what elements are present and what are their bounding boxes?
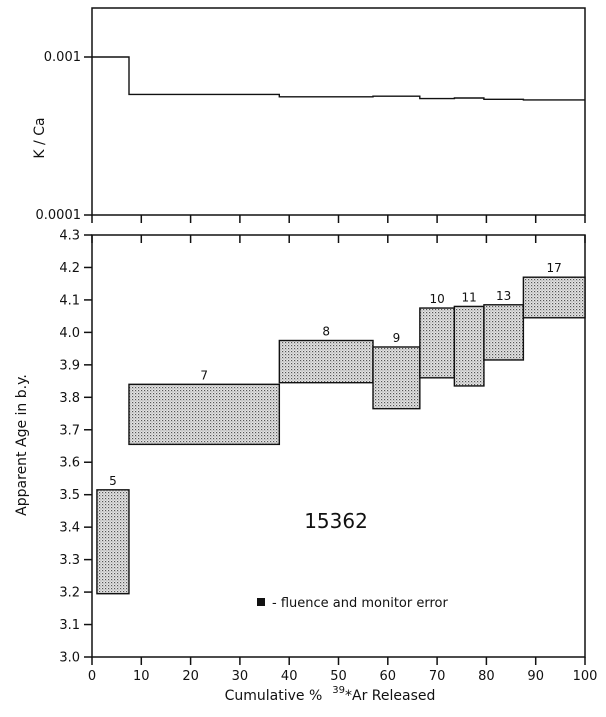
y-tick-label: 4.0 bbox=[59, 326, 80, 341]
k-ca-panel-frame bbox=[91, 7, 586, 216]
step-label: 17 bbox=[547, 261, 562, 275]
y-tick-label: 3.3 bbox=[59, 553, 80, 568]
y-tick-label: 3.0 bbox=[59, 651, 80, 666]
y-tick-label: 3.1 bbox=[59, 618, 80, 633]
y-tick-label: 4.2 bbox=[59, 261, 80, 276]
step-label: 7 bbox=[200, 368, 208, 382]
y-tick-label: 4.1 bbox=[59, 293, 80, 308]
step-label: 5 bbox=[109, 474, 117, 488]
legend-swatch bbox=[257, 598, 265, 606]
y-tick-label: 3.5 bbox=[59, 488, 80, 503]
x-tick-label: 60 bbox=[380, 669, 397, 684]
k-ca-panel: 0.001 0.0001 K / Ca bbox=[32, 7, 586, 223]
x-tick-label: 0 bbox=[88, 669, 96, 684]
y-tick-label-0.0001: 0.0001 bbox=[36, 208, 82, 223]
x-tick-label: 70 bbox=[429, 669, 446, 684]
y-tick-label-0.001: 0.001 bbox=[44, 50, 81, 65]
step-label: 13 bbox=[496, 289, 511, 303]
age-step-box bbox=[128, 383, 281, 446]
percent-x-axis: 0 10 20 30 40 50 60 70 80 90 100 bbox=[88, 215, 598, 684]
age-steps: 5 7 8 9 10 11 13 17 bbox=[96, 261, 586, 595]
x-tick-label: 90 bbox=[527, 669, 544, 684]
legend-text: - fluence and monitor error bbox=[272, 596, 448, 611]
x-tick-label: 80 bbox=[478, 669, 495, 684]
age-step-box bbox=[96, 489, 130, 595]
y-tick-label: 3.7 bbox=[59, 423, 80, 438]
age-panel: 3.0 3.1 3.2 3.3 3.4 3.5 3.6 3.7 3.8 3.9 4.0 4.1 4.2 4… bbox=[14, 215, 597, 704]
age-axis-label: Apparent Age in b.y. bbox=[14, 374, 30, 516]
x-tick-label: 100 bbox=[573, 669, 598, 684]
k-ca-axis-label: K / Ca bbox=[32, 117, 48, 158]
x-tick-label: 40 bbox=[281, 669, 298, 684]
x-tick-label: 50 bbox=[330, 669, 347, 684]
x-tick-label: 20 bbox=[182, 669, 199, 684]
age-step-box bbox=[278, 339, 374, 384]
age-step-box bbox=[483, 304, 525, 361]
step-label: 10 bbox=[429, 292, 444, 306]
step-label: 9 bbox=[393, 331, 401, 345]
y-tick-label: 4.3 bbox=[59, 229, 80, 244]
sample-number: 15362 bbox=[304, 509, 368, 533]
step-label: 8 bbox=[322, 325, 330, 339]
age-y-axis: 3.0 3.1 3.2 3.3 3.4 3.5 3.6 3.7 3.8 3.9 4.0 4.1 4.2 4… bbox=[59, 229, 92, 666]
y-tick-label: 3.9 bbox=[59, 358, 80, 373]
x-axis-label: Cumulative % 39*Ar Released bbox=[225, 685, 436, 704]
x-tick-label: 30 bbox=[232, 669, 249, 684]
age-step-box bbox=[419, 307, 456, 379]
y-tick-label: 3.4 bbox=[59, 521, 80, 536]
age-step-box bbox=[522, 276, 586, 319]
age-step-box bbox=[372, 346, 421, 410]
y-tick-label: 3.2 bbox=[59, 586, 80, 601]
step-label: 11 bbox=[462, 290, 477, 304]
k-ca-series-line bbox=[92, 56, 585, 101]
age-step-box bbox=[453, 305, 485, 387]
y-tick-label: 3.8 bbox=[59, 391, 80, 406]
x-tick-label: 10 bbox=[133, 669, 150, 684]
y-tick-label: 3.6 bbox=[59, 456, 80, 471]
